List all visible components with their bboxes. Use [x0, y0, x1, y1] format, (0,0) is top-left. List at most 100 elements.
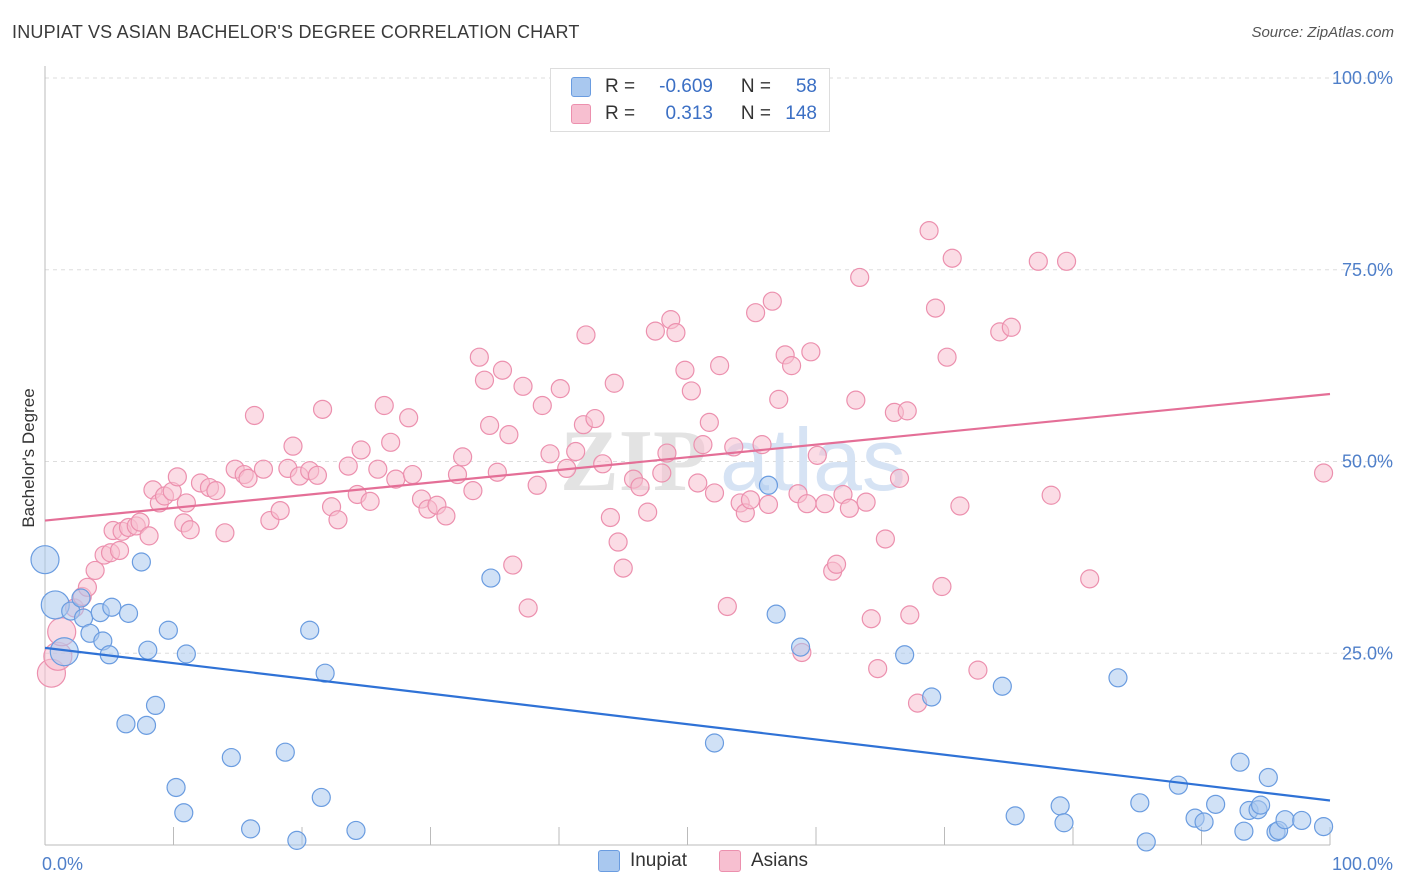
inupiat-point — [71, 588, 91, 608]
inupiat-swatch — [571, 77, 591, 97]
inupiat-point — [1251, 795, 1271, 815]
asians-point — [109, 540, 130, 561]
inupiat-point — [1275, 810, 1295, 830]
inupiat-point — [241, 819, 261, 839]
asians-point — [758, 494, 779, 515]
asians-point — [950, 496, 970, 516]
asians-point — [897, 401, 917, 421]
y-tick-label: 100.0% — [1332, 68, 1393, 88]
inupiat-point — [174, 803, 194, 823]
x-tick-label: 0.0% — [42, 854, 83, 874]
asians-point — [283, 436, 303, 456]
legend-n-value: 58 — [795, 76, 817, 97]
asians-point — [518, 598, 538, 618]
asians-point — [968, 660, 988, 680]
asians-point — [1001, 317, 1021, 337]
inupiat-point — [30, 545, 60, 575]
inupiat-point — [704, 733, 725, 753]
inupiat-point — [221, 747, 241, 768]
asians-trendline — [44, 392, 1331, 522]
legend-item-asians: Asians — [719, 850, 808, 872]
asians-point — [1028, 251, 1048, 271]
asians-point — [270, 500, 290, 521]
inupiat-point — [136, 715, 157, 735]
asians-point — [402, 464, 423, 485]
asians-point — [215, 523, 235, 543]
asians-point — [399, 408, 419, 428]
asians-point — [666, 323, 686, 343]
inupiat-legend-swatch — [597, 850, 620, 872]
y-tick-label: 25.0% — [1342, 643, 1393, 663]
inupiat-point — [1108, 668, 1128, 688]
inupiat-point — [992, 676, 1012, 696]
asians-point — [815, 494, 835, 514]
inupiat-point — [758, 475, 779, 495]
asians-point — [925, 298, 946, 318]
asians-point — [167, 467, 187, 487]
asians-point — [846, 390, 866, 410]
asians-point — [499, 425, 519, 445]
inupiat-point — [145, 695, 166, 716]
inupiat-point — [131, 552, 151, 572]
inupiat-point — [118, 603, 139, 623]
asians-point — [688, 473, 708, 493]
legend-n-label: N = — [740, 103, 771, 124]
asians-point — [474, 370, 495, 390]
asians-point — [630, 477, 650, 497]
legend-r-value: -0.609 — [659, 76, 713, 97]
asians-point — [850, 267, 870, 288]
asians-point — [699, 412, 719, 432]
asians-point — [381, 432, 401, 452]
asians-point — [613, 558, 633, 578]
inupiat-point — [275, 742, 295, 762]
asians-point — [550, 379, 570, 399]
asians-point — [1041, 485, 1061, 505]
legend-r-label: R = — [605, 103, 636, 124]
axes — [44, 66, 1331, 846]
asians-point — [645, 321, 665, 341]
asians-point — [704, 483, 725, 503]
gridlines — [45, 77, 1392, 654]
asians-point — [932, 576, 952, 597]
trendlines — [44, 392, 1331, 802]
asians-point — [942, 248, 962, 268]
asians-point — [861, 609, 881, 629]
asians-point — [130, 512, 150, 532]
asians-point — [638, 502, 658, 522]
inupiat-point — [1050, 796, 1070, 816]
legend-n-label: N = — [740, 76, 771, 97]
inupiat-point — [311, 787, 331, 808]
series-legend: Inupiat Asians — [0, 850, 1406, 872]
asians-points — [36, 221, 1334, 713]
inupiat-point — [166, 777, 186, 798]
inupiat-point — [922, 687, 942, 707]
inupiat-point — [1258, 767, 1278, 788]
asians-point — [436, 506, 456, 526]
legend-r-value: 0.313 — [665, 103, 713, 124]
asians-point — [604, 373, 624, 393]
y-tick-label: 50.0% — [1342, 452, 1393, 472]
asians-point — [360, 491, 380, 511]
inupiat-points — [30, 475, 1334, 852]
legend-r-label: R = — [605, 76, 636, 97]
asians-point — [769, 389, 789, 409]
asians-point — [576, 325, 596, 345]
inupiat-point — [1292, 810, 1312, 831]
asians-point — [875, 529, 895, 549]
inupiat-point — [895, 645, 915, 665]
asians-point — [937, 347, 957, 367]
inupiat-point — [481, 568, 501, 588]
inupiat-point — [766, 604, 786, 624]
asians-point — [503, 555, 523, 575]
asians-point — [746, 303, 766, 323]
asians-point — [566, 441, 586, 462]
inupiat-point — [138, 640, 158, 660]
asians-point — [139, 526, 159, 546]
asians-point — [868, 658, 888, 679]
asians-point — [374, 395, 394, 416]
asians-point — [717, 596, 737, 617]
asians-point — [826, 554, 847, 574]
asians-point — [856, 492, 876, 512]
inupiat-point — [790, 637, 811, 657]
inupiat-point — [1234, 821, 1254, 841]
